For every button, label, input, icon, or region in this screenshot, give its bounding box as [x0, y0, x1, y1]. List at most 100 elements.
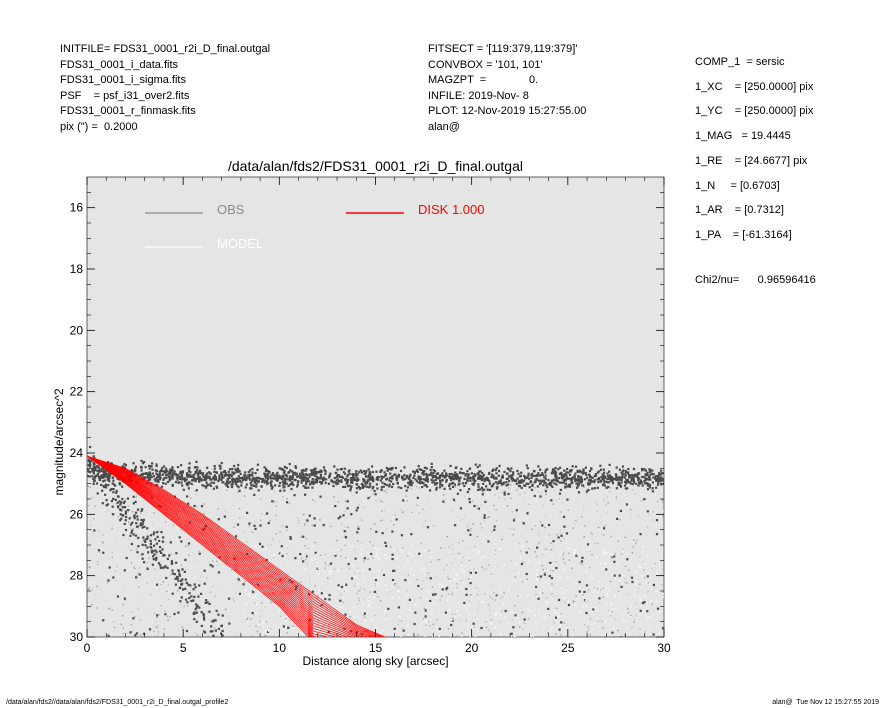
obs-point [656, 483, 660, 486]
obs-point [544, 477, 547, 480]
obs-point [574, 479, 577, 482]
obs-point [657, 477, 660, 480]
obs-point [312, 530, 315, 532]
obs-point [140, 518, 143, 522]
obs-point [486, 488, 489, 491]
obs-point [377, 476, 380, 479]
obs-point [304, 469, 307, 472]
obs-point [661, 515, 664, 517]
footer-timestamp: alan@ Tue Nov 12 15:27:55 2019 [772, 699, 879, 706]
obs-point [503, 616, 506, 619]
obs-point [229, 524, 232, 527]
header-left-line-5: pix (") = 0.2000 [60, 120, 138, 133]
obs-point [316, 565, 318, 568]
y-tick-label: 16 [70, 201, 84, 215]
obs-point [137, 607, 140, 610]
obs-point [551, 592, 553, 595]
obs-point [491, 589, 493, 591]
obs-point [394, 514, 396, 516]
obs-point [441, 584, 444, 587]
obs-point [444, 576, 446, 579]
obs-point [536, 485, 539, 488]
obs-point [504, 609, 507, 613]
obs-point [638, 477, 641, 480]
obs-point [142, 518, 145, 521]
obs-point [363, 557, 366, 560]
obs-point [114, 540, 116, 543]
obs-point [423, 525, 425, 528]
obs-point [182, 488, 185, 491]
obs-point [473, 568, 475, 571]
obs-point [438, 475, 442, 478]
obs-point [608, 477, 611, 480]
obs-point [566, 485, 569, 488]
obs-point [555, 620, 558, 623]
obs-point [153, 512, 155, 514]
obs-point [237, 577, 239, 579]
obs-point [273, 557, 275, 559]
obs-point [111, 523, 113, 526]
obs-point [301, 534, 303, 536]
obs-point [316, 478, 319, 481]
obs-point [148, 478, 152, 481]
obs-point [632, 478, 635, 481]
obs-point [422, 481, 425, 485]
obs-point [487, 540, 490, 543]
obs-point [619, 478, 622, 481]
obs-point [392, 581, 394, 584]
obs-point [415, 469, 418, 472]
obs-point [351, 618, 353, 621]
obs-point [626, 582, 628, 584]
obs-point [488, 488, 492, 491]
obs-point [584, 599, 587, 601]
obs-point [459, 476, 462, 479]
obs-point [431, 639, 433, 641]
obs-point [596, 478, 599, 481]
obs-point [565, 467, 569, 471]
obs-point [250, 529, 252, 531]
obs-point [592, 609, 594, 612]
obs-point [403, 466, 406, 469]
obs-point [154, 577, 157, 579]
obs-point [165, 476, 168, 480]
obs-point [144, 540, 147, 543]
obs-point [314, 485, 316, 487]
obs-point [428, 637, 429, 638]
obs-point [248, 594, 251, 597]
obs-point [196, 638, 197, 639]
obs-point [581, 563, 583, 565]
obs-point [636, 617, 639, 620]
obs-point [358, 600, 360, 602]
obs-point [425, 472, 428, 476]
obs-point [213, 627, 216, 629]
obs-point [287, 471, 290, 474]
obs-point [485, 478, 488, 481]
obs-point [102, 470, 105, 473]
obs-point [423, 619, 426, 621]
obs-point [424, 615, 427, 618]
obs-point [605, 568, 608, 571]
obs-point [476, 505, 478, 507]
header-left-line-2: FDS31_0001_i_sigma.fits [60, 74, 186, 86]
obs-point [386, 593, 388, 595]
obs-point [135, 522, 138, 525]
obs-point [112, 479, 115, 482]
obs-point [587, 626, 589, 628]
obs-point [423, 549, 426, 551]
obs-point [258, 542, 262, 545]
obs-point [500, 476, 504, 479]
obs-point [341, 476, 345, 479]
obs-point [215, 609, 218, 612]
y-axis-label: magnitude/arcsec^2 [52, 388, 66, 495]
obs-point [529, 589, 531, 591]
obs-point [533, 555, 536, 557]
obs-point [228, 615, 230, 617]
obs-point [409, 480, 412, 483]
obs-point [153, 553, 156, 556]
obs-point [237, 475, 240, 478]
obs-point [400, 486, 403, 490]
obs-point [647, 616, 650, 619]
obs-point [280, 485, 282, 487]
obs-point [252, 552, 255, 554]
obs-point [560, 474, 564, 477]
